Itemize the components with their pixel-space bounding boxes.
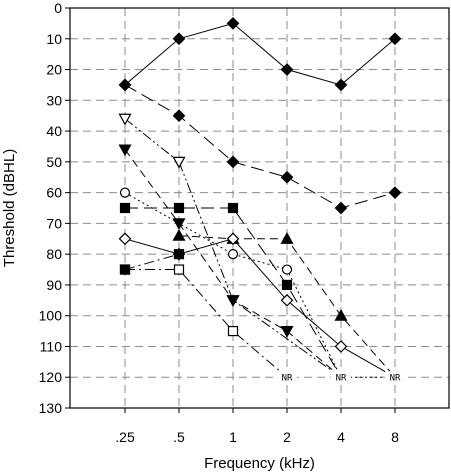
filled-diamond-marker — [280, 63, 294, 76]
series-2 — [118, 78, 402, 215]
filled-diamond-marker — [334, 78, 348, 92]
nr-label-background — [385, 371, 405, 383]
x-tick-label: 8 — [391, 429, 399, 445]
nr-label-background — [277, 371, 297, 383]
filled-diamond-marker — [226, 17, 240, 30]
series-3 — [118, 113, 342, 378]
filled-diamond-marker — [172, 109, 186, 123]
open-circle-marker — [227, 249, 239, 260]
filled-triangle-up-marker — [172, 228, 186, 241]
filled-triangle-up-marker — [334, 308, 348, 321]
series-line — [125, 269, 288, 378]
filled-triangle-down-marker — [118, 144, 132, 157]
filled-diamond-marker — [388, 32, 402, 46]
series-4 — [118, 144, 342, 378]
series-10 — [119, 249, 185, 275]
y-tick-label: 130 — [39, 400, 63, 416]
y-tick-label: 0 — [54, 0, 62, 16]
x-axis-title: Frequency (kHz) — [204, 455, 315, 472]
x-tick-label: .5 — [173, 429, 185, 445]
filled-square-marker — [119, 264, 131, 275]
filled-square-marker — [281, 279, 293, 291]
filled-diamond-marker — [388, 186, 402, 199]
x-tick-label: 4 — [337, 429, 345, 445]
series-5 — [119, 187, 395, 378]
nr-label: NR — [336, 374, 347, 384]
series-line — [124, 253, 180, 271]
filled-diamond-marker — [226, 155, 240, 169]
series-1 — [118, 17, 402, 92]
y-tick-label: 20 — [46, 62, 62, 78]
y-tick-label: 100 — [39, 308, 63, 324]
open-circle-marker — [119, 187, 131, 198]
nr-label: NR — [390, 374, 401, 384]
filled-diamond-marker — [334, 201, 348, 215]
open-square-marker — [173, 264, 185, 275]
open-diamond-marker — [118, 232, 132, 246]
open-circle-marker — [281, 264, 293, 275]
open-square-marker — [227, 325, 239, 337]
nr-label-background — [331, 371, 351, 383]
series-8 — [118, 232, 396, 378]
y-tick-label: 70 — [46, 215, 62, 231]
nr-label: NR — [282, 374, 293, 384]
filled-triangle-down-marker — [226, 295, 240, 308]
series-line — [124, 84, 396, 209]
y-axis-title: Threshold (dBHL) — [1, 149, 18, 267]
series-line — [124, 118, 342, 378]
annotation-layer: NR NR NR — [277, 371, 405, 384]
y-tick-label: 30 — [46, 92, 62, 108]
open-diamond-marker — [280, 293, 294, 307]
open-diamond-marker — [226, 232, 240, 246]
filled-square-marker — [227, 202, 239, 214]
y-tick-label: 50 — [46, 154, 62, 170]
filled-triangle-down-marker — [172, 218, 186, 231]
x-tick-label: 2 — [283, 429, 291, 445]
series-line — [124, 22, 396, 86]
x-tick-label: 1 — [229, 429, 237, 445]
open-triangle-down-marker — [172, 156, 186, 169]
filled-square-marker — [173, 202, 185, 214]
ticks: 0 10 20 30 40 50 60 70 80 90 100 110 120 130 .25 .5 1 2 4 8 — [39, 0, 399, 445]
filled-triangle-down-marker — [280, 325, 294, 338]
y-tick-label: 90 — [46, 277, 62, 293]
open-diamond-marker — [334, 340, 348, 353]
series-6 — [119, 202, 342, 378]
y-tick-label: 80 — [46, 246, 62, 262]
x-tick-label: .25 — [115, 429, 135, 445]
y-tick-label: 120 — [39, 369, 63, 385]
y-tick-label: 60 — [46, 185, 62, 201]
series-layer — [118, 17, 402, 378]
filled-square-marker — [119, 202, 131, 214]
series-line — [124, 238, 396, 378]
filled-diamond-marker — [172, 32, 186, 46]
filled-square-marker — [173, 249, 185, 260]
y-tick-label: 10 — [46, 31, 62, 47]
y-tick-label: 110 — [40, 338, 63, 354]
plot-frame — [69, 7, 450, 409]
filled-diamond-marker — [118, 78, 132, 92]
filled-diamond-marker — [280, 170, 294, 184]
open-triangle-down-marker — [118, 113, 132, 126]
filled-triangle-up-marker — [280, 232, 294, 244]
y-tick-label: 40 — [46, 123, 62, 139]
